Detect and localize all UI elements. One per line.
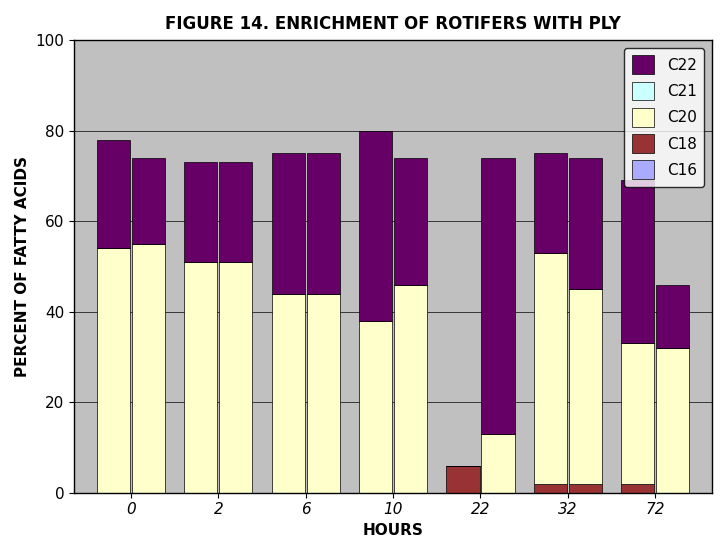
Bar <box>569 158 602 289</box>
Bar <box>359 321 392 493</box>
Bar <box>272 153 305 294</box>
Bar <box>621 484 654 493</box>
Bar <box>621 343 654 484</box>
Bar <box>184 262 217 493</box>
Bar <box>656 285 689 348</box>
Bar <box>481 434 515 493</box>
Bar <box>220 163 252 262</box>
Bar <box>394 285 427 493</box>
Bar <box>394 158 427 285</box>
X-axis label: HOURS: HOURS <box>363 523 424 538</box>
Bar <box>656 348 689 493</box>
Legend: C22, C21, C20, C18, C16: C22, C21, C20, C18, C16 <box>624 48 704 187</box>
Bar <box>569 484 602 493</box>
Bar <box>446 466 480 493</box>
Bar <box>534 153 567 253</box>
Bar <box>132 244 165 493</box>
Bar <box>307 294 340 493</box>
Bar <box>272 294 305 493</box>
Bar <box>97 248 130 493</box>
Bar <box>569 289 602 484</box>
Bar <box>307 153 340 294</box>
Bar <box>534 253 567 484</box>
Y-axis label: PERCENT OF FATTY ACIDS: PERCENT OF FATTY ACIDS <box>15 156 30 377</box>
Bar <box>481 158 515 434</box>
Bar <box>359 131 392 321</box>
Bar <box>97 140 130 248</box>
Bar <box>220 262 252 493</box>
Bar <box>621 180 654 343</box>
Bar <box>534 484 567 493</box>
Title: FIGURE 14. ENRICHMENT OF ROTIFERS WITH PLY: FIGURE 14. ENRICHMENT OF ROTIFERS WITH P… <box>165 15 621 33</box>
Bar <box>132 158 165 244</box>
Bar <box>184 163 217 262</box>
